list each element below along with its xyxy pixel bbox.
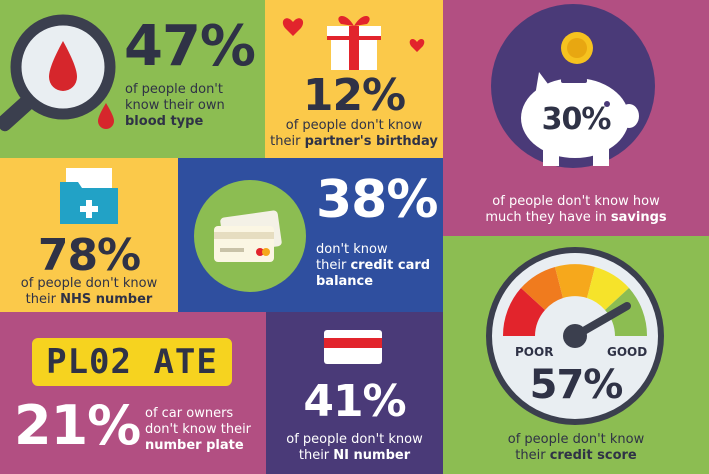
nhs-percent: 78% (37, 230, 141, 281)
ni-percent: 41% (303, 376, 406, 427)
gift-icon (282, 15, 425, 70)
ni-caption: of people don't know their NI number (286, 432, 423, 463)
credit-score-percent: 57% (529, 362, 624, 408)
number-plate-percent: 21% (14, 394, 141, 457)
blood-type-caption: of people don't know their own blood typ… (125, 82, 225, 129)
number-plate-caption: of car owners don't know their number pl… (145, 406, 252, 453)
number-plate-text: PL02 ATE (46, 342, 218, 382)
gauge-poor-label: POOR (515, 345, 554, 359)
tile-number-plate: PL02 ATE 21% of car owners don't know th… (0, 312, 266, 474)
tile-credit-score: POOR GOOD 57% of people don't know their… (443, 236, 709, 474)
tile-blood-type: 47% of people don't know their own blood… (0, 0, 265, 158)
number-plate-badge: PL02 ATE (32, 338, 232, 386)
tile-credit-card: 38% don't know their credit card balance (178, 158, 443, 312)
tile-ni-number: 41% of people don't know their NI number (266, 312, 443, 474)
piggy-bank-icon (491, 4, 655, 168)
savings-caption: of people don't know how much they have … (485, 194, 667, 225)
gauge-good-label: GOOD (607, 345, 648, 359)
birthday-caption: of people don't know their partner's bir… (270, 118, 438, 149)
credit-score-caption: of people don't know their credit score (507, 432, 645, 463)
credit-card-percent: 38% (316, 170, 438, 230)
blood-type-percent: 47% (124, 14, 256, 79)
tile-partners-birthday: 12% of people don't know their partner's… (265, 0, 443, 158)
tile-nhs-number: 78% of people don't know their NHS numbe… (0, 158, 178, 312)
credit-score-gauge-icon (486, 247, 664, 425)
birthday-percent: 12% (302, 70, 406, 121)
tile-savings: 30% of people don't know how much they h… (443, 0, 709, 236)
credit-card-caption: don't know their credit card balance (316, 242, 431, 289)
credit-card-icon (194, 180, 306, 292)
magnifier-blood-icon (0, 14, 116, 132)
savings-percent: 30% (541, 102, 612, 137)
nhs-caption: of people don't know their NHS number (20, 276, 158, 307)
medical-folder-icon (60, 168, 118, 224)
id-card-icon (324, 330, 382, 364)
